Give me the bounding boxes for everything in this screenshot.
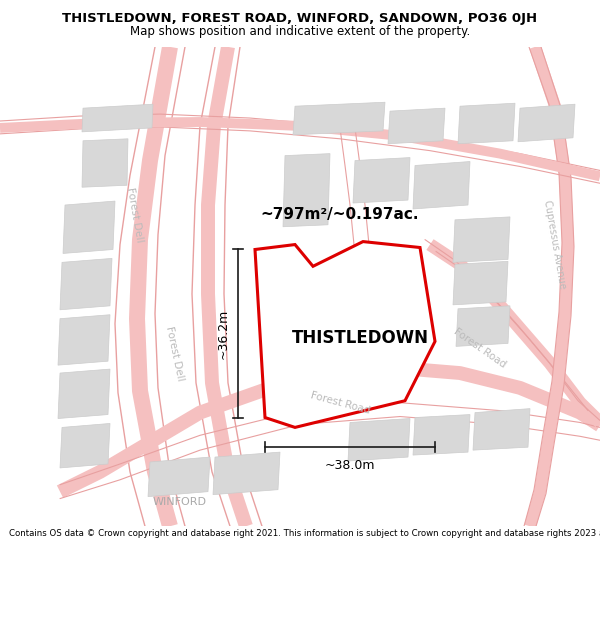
Polygon shape: [348, 419, 410, 461]
Text: THISTLEDOWN: THISTLEDOWN: [292, 329, 428, 348]
Text: ~36.2m: ~36.2m: [217, 308, 230, 359]
Polygon shape: [293, 334, 357, 388]
Text: ~38.0m: ~38.0m: [325, 459, 375, 472]
Polygon shape: [213, 452, 280, 494]
Polygon shape: [456, 306, 510, 346]
Text: Map shows position and indicative extent of the property.: Map shows position and indicative extent…: [130, 26, 470, 39]
Polygon shape: [518, 104, 575, 142]
Text: Forest Road: Forest Road: [309, 390, 371, 416]
Polygon shape: [58, 369, 110, 419]
Text: Forest Dell: Forest Dell: [164, 325, 185, 381]
Polygon shape: [201, 46, 253, 528]
Text: Contains OS data © Crown copyright and database right 2021. This information is : Contains OS data © Crown copyright and d…: [9, 529, 600, 538]
Text: Forest Road: Forest Road: [452, 327, 508, 370]
Polygon shape: [353, 158, 410, 203]
Polygon shape: [129, 46, 178, 528]
Text: WINFORD: WINFORD: [153, 496, 207, 506]
Polygon shape: [82, 139, 128, 188]
Polygon shape: [58, 315, 110, 365]
Polygon shape: [60, 258, 112, 310]
Polygon shape: [524, 45, 574, 528]
Polygon shape: [427, 239, 600, 427]
Polygon shape: [255, 242, 435, 428]
Polygon shape: [473, 409, 530, 450]
Polygon shape: [388, 108, 445, 144]
Polygon shape: [293, 102, 385, 135]
Polygon shape: [82, 104, 153, 132]
Polygon shape: [60, 424, 110, 468]
Polygon shape: [283, 154, 330, 227]
Polygon shape: [148, 457, 210, 497]
Polygon shape: [413, 161, 470, 209]
Text: THISTLEDOWN, FOREST ROAD, WINFORD, SANDOWN, PO36 0JH: THISTLEDOWN, FOREST ROAD, WINFORD, SANDO…: [62, 12, 538, 25]
Polygon shape: [285, 274, 342, 329]
Polygon shape: [413, 414, 470, 455]
Polygon shape: [57, 361, 600, 498]
Polygon shape: [63, 201, 115, 254]
Polygon shape: [458, 103, 515, 144]
Text: Cupressus Avenue: Cupressus Avenue: [542, 199, 568, 290]
Text: ~797m²/~0.197ac.: ~797m²/~0.197ac.: [261, 208, 419, 222]
Polygon shape: [453, 261, 508, 305]
Text: Forest Dell: Forest Dell: [125, 187, 145, 243]
Polygon shape: [0, 117, 600, 181]
Polygon shape: [453, 217, 510, 262]
